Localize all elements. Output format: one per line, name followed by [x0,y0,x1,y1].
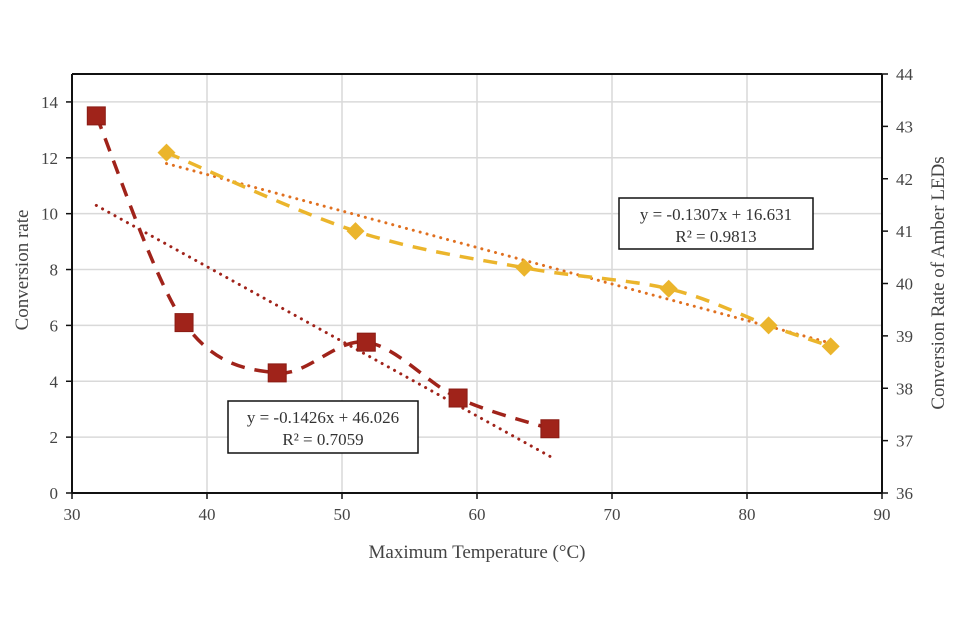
y-right-tick-label: 44 [896,65,914,84]
trendlines [94,162,833,458]
amber-data-point [157,143,176,162]
series-markers [86,106,840,439]
y-axis-right-title: Conversion Rate of Amber LEDs [928,156,949,409]
y-right-tick-label: 40 [896,275,913,294]
y-axis-title: Conversion rate [12,210,33,331]
y-tick-label: 14 [41,93,59,112]
amber-data-point [759,316,778,335]
red-data-point [267,363,287,383]
amber-data-point [346,222,365,241]
red-r-squared: R² = 0.7059 [282,430,363,449]
y-tick-label: 0 [50,484,59,503]
axes [66,73,888,499]
amber-data-point [659,279,678,298]
x-tick-label: 90 [874,505,891,524]
y-right-tick-label: 41 [896,222,913,241]
x-tick-label: 70 [604,505,621,524]
red-trendline [94,203,552,458]
y-right-tick-label: 36 [896,484,913,503]
y-right-tick-label: 38 [896,379,913,398]
y-right-tick-label: 39 [896,327,913,346]
x-tick-label: 40 [199,505,216,524]
amber-data-point [821,337,840,356]
y-right-tick-label: 42 [896,170,913,189]
amber-r-squared: R² = 0.9813 [675,227,756,246]
amber-data-point [515,258,534,277]
y-tick-label: 12 [41,149,58,168]
x-tick-label: 30 [64,505,81,524]
equation-annotations: y = -0.1307x + 16.631 R² = 0.9813 y = -0… [227,197,814,454]
grid [72,74,882,493]
amber-trendline [165,162,833,345]
amber-equation-box: y = -0.1307x + 16.631 R² = 0.9813 [618,197,814,250]
y-tick-label: 8 [50,261,59,280]
y-right-tick-label: 37 [896,432,914,451]
red-equation-box: y = -0.1426x + 46.026 R² = 0.7059 [227,400,419,454]
red-data-point [86,106,106,126]
amber-equation: y = -0.1307x + 16.631 [640,205,792,224]
y-tick-label: 10 [41,205,58,224]
y-right-tick-label: 43 [896,117,913,136]
x-axis-title: Maximum Temperature (°C) [369,542,586,563]
red-data-point [448,388,468,408]
red-data-point [174,313,194,333]
tick-labels: 30 40 50 60 70 80 90 0 2 4 6 8 10 12 14 36 37 38 39 40 41 42 4… [41,65,914,524]
y-tick-label: 4 [50,372,59,391]
x-tick-label: 60 [469,505,486,524]
x-tick-label: 80 [739,505,756,524]
red-data-point [356,332,376,352]
y-tick-label: 2 [50,428,59,447]
red-data-point [540,419,560,439]
x-tick-label: 50 [334,505,351,524]
y-tick-label: 6 [50,316,59,335]
red-equation: y = -0.1426x + 46.026 [247,408,399,427]
